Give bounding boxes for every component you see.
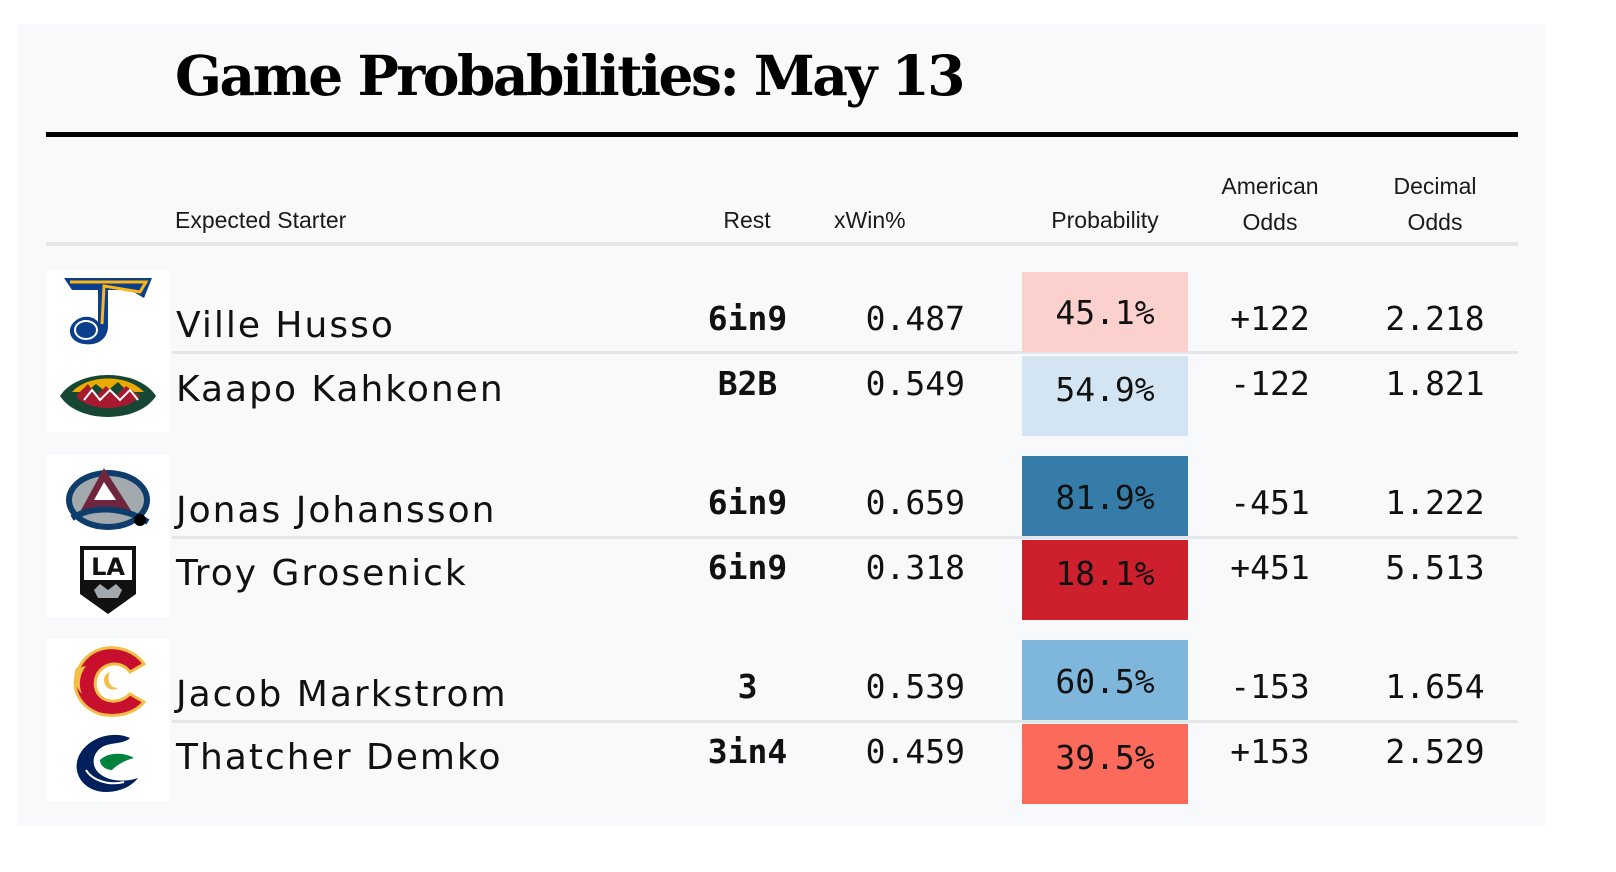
probability-label: 81.9% [1055, 478, 1155, 517]
header-decimal-line2: Odds [1407, 209, 1463, 235]
row-divider [172, 536, 1518, 539]
decimal-odds-value: 2.529 [1385, 732, 1485, 771]
rest-value: 3 [737, 667, 758, 706]
starter-name: Troy Grosenick [176, 553, 468, 594]
starter-name: Ville Husso [176, 305, 395, 346]
probability-cell [1022, 640, 1188, 720]
rest-value: B2B [717, 364, 778, 403]
chart-card [18, 24, 1546, 826]
title-rule [46, 132, 1518, 137]
vancouver-canucks-logo [76, 734, 138, 792]
decimal-odds-value: 2.218 [1385, 299, 1485, 338]
american-odds-value: +451 [1230, 548, 1310, 587]
starter-name: Jacob Markstrom [176, 674, 508, 715]
starter-name: Kaapo Kahkonen [176, 369, 505, 410]
decimal-odds-value: 1.821 [1385, 364, 1485, 403]
probability-label: 60.5% [1055, 662, 1155, 701]
xwin-value: 0.487 [865, 299, 965, 338]
chart-title: Game Probabilities: May 13 [175, 43, 966, 108]
decimal-odds-value: 1.222 [1385, 483, 1485, 522]
rest-value: 6in9 [707, 299, 788, 338]
probability-label: 45.1% [1055, 293, 1155, 332]
los-angeles-kings-logo: LA [80, 546, 136, 614]
rest-value: 6in9 [707, 483, 788, 522]
header-american-line1: American [1221, 173, 1319, 199]
decimal-odds-value: 1.654 [1385, 667, 1485, 706]
probability-cell [1022, 540, 1188, 620]
probability-cell [1022, 272, 1188, 352]
probability-cell [1022, 356, 1188, 436]
st-louis-blues-logo [64, 278, 152, 345]
header-xwin: xWin% [834, 207, 906, 233]
xwin-value: 0.659 [865, 483, 965, 522]
header-rest: Rest [723, 207, 771, 233]
decimal-odds-value: 5.513 [1385, 548, 1485, 587]
xwin-value: 0.318 [865, 548, 965, 587]
row-divider [172, 720, 1518, 723]
header-american-line2: Odds [1242, 209, 1298, 235]
header-rule [46, 242, 1518, 246]
header-expected-starter: Expected Starter [175, 207, 347, 233]
minnesota-wild-logo [60, 375, 156, 417]
american-odds-value: +153 [1230, 732, 1310, 771]
rest-value: 6in9 [707, 548, 788, 587]
rest-value: 3in4 [707, 732, 788, 771]
colorado-avalanche-logo [66, 468, 150, 530]
header-probability: Probability [1051, 207, 1159, 233]
american-odds-value: -153 [1230, 667, 1310, 706]
american-odds-value: -451 [1230, 483, 1310, 522]
xwin-value: 0.539 [865, 667, 965, 706]
calgary-flames-logo [73, 646, 147, 717]
probability-label: 18.1% [1055, 554, 1155, 593]
american-odds-value: +122 [1230, 299, 1310, 338]
probability-label: 39.5% [1055, 738, 1155, 777]
probability-label: 54.9% [1055, 370, 1155, 409]
american-odds-value: -122 [1230, 364, 1310, 403]
xwin-value: 0.549 [865, 364, 965, 403]
starter-name: Thatcher Demko [176, 737, 503, 778]
row-divider [172, 351, 1518, 354]
probability-cell [1022, 456, 1188, 536]
starter-name: Jonas Johansson [176, 490, 497, 531]
svg-text:LA: LA [91, 553, 125, 581]
probability-cell [1022, 724, 1188, 804]
header-decimal-line1: Decimal [1393, 173, 1477, 199]
xwin-value: 0.459 [865, 732, 965, 771]
